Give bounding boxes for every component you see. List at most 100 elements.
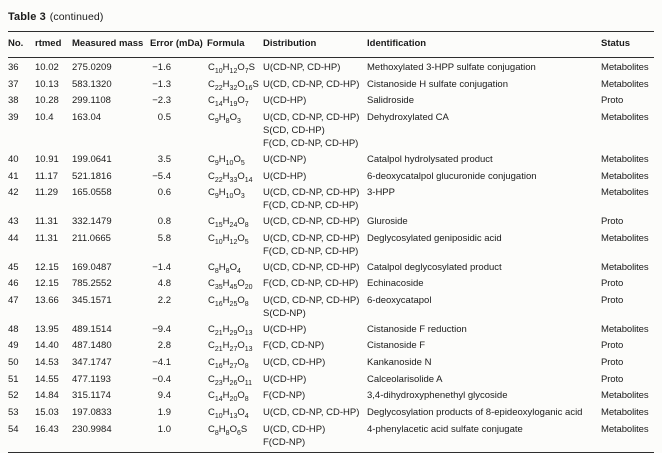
distribution-line: U(CD-NP, CD-HP) (263, 62, 341, 73)
cell-distribution: U(CD, CD-HP) F(CD-NP) (263, 423, 367, 449)
table-row: 41 11.17 521.1816 −5.4 C22H33O14 U(CD-HP… (8, 170, 654, 187)
cell-rtmed: 14.40 (35, 340, 59, 352)
table-row: 42 11.29 165.0558 0.6 C9H10O3 U(CD, CD-N… (8, 186, 654, 215)
cell-measured-mass: 583.1320 (72, 78, 112, 90)
cell-measured-mass: 230.9984 (72, 423, 112, 435)
cell-distribution: U(CD, CD-NP, CD-HP) (263, 215, 367, 228)
cell-no: 40 (8, 153, 19, 165)
cell-no: 47 (8, 294, 19, 306)
cell-error: −0.4 (152, 373, 171, 385)
cell-no: 50 (8, 357, 19, 369)
cell-status: Metabolites (601, 323, 649, 335)
distribution-line: F(CD, CD-NP, CD-HP) (263, 245, 359, 257)
cell-rtmed: 10.4 (35, 112, 54, 124)
cell-measured-mass: 163.04 (72, 112, 102, 124)
cell-formula: C16H25O8 (208, 294, 249, 308)
cell-distribution: U(CD-NP) (263, 153, 367, 166)
table-row: 51 14.55 477.1193 −0.4 C23H26O11 U(CD-HP… (8, 373, 654, 390)
cell-formula: C22H32O16S (208, 78, 259, 92)
col-header-formula: Formula (207, 38, 245, 49)
cell-identification: Calceolarisolide A (367, 373, 443, 385)
cell-status: Proto (601, 95, 624, 107)
distribution-line: S(CD-NP) (263, 307, 306, 319)
distribution-line: F(CD, CD-NP, CD-HP) (263, 278, 359, 290)
cell-distribution: F(CD-NP) (263, 389, 367, 402)
cell-measured-mass: 169.0487 (72, 261, 112, 273)
table-row: 48 13.95 489.1514 −9.4 C21H29O13 U(CD-HP… (8, 323, 654, 340)
cell-measured-mass: 275.0209 (72, 62, 112, 73)
cell-no: 44 (8, 232, 19, 244)
cell-formula: C8H8O4 (208, 261, 241, 275)
cell-measured-mass: 487.1480 (72, 340, 112, 352)
cell-error: −2.3 (152, 95, 171, 107)
cell-measured-mass: 315.1174 (72, 390, 111, 402)
cell-distribution: F(CD, CD-NP, CD-HP) (263, 277, 367, 290)
col-header-distribution: Distribution (263, 38, 317, 49)
cell-no: 54 (8, 423, 19, 435)
cell-identification: Cistanoside F reduction (367, 323, 467, 335)
cell-formula: C35H45O20 (208, 278, 253, 292)
cell-distribution: U(CD, CD-NP, CD-HP) (263, 78, 367, 91)
table-row: 44 11.31 211.0665 5.8 C10H12O5 U(CD, CD-… (8, 232, 654, 261)
distribution-line: U(CD, CD-NP, CD-HP) (263, 216, 360, 228)
distribution-line: U(CD, CD-NP, CD-HP) (263, 232, 360, 244)
cell-status: Metabolites (601, 390, 649, 402)
distribution-line: U(CD, CD-NP, CD-HP) (263, 187, 360, 199)
cell-measured-mass: 197.0833 (72, 407, 112, 419)
distribution-line: U(CD, CD-NP, CD-HP) (263, 294, 360, 306)
cell-distribution: U(CD-HP) (263, 373, 367, 386)
distribution-line: U(CD, CD-NP, CD-HP) (263, 261, 360, 273)
cell-status: Metabolites (601, 187, 649, 199)
distribution-line: F(CD, CD-NP, CD-HP) (263, 138, 359, 150)
cell-distribution: U(CD, CD-NP, CD-HP) (263, 406, 367, 419)
table-title-note: (continued) (49, 11, 104, 23)
cell-formula: C10H12O5 (208, 232, 249, 246)
cell-error: 9.4 (157, 390, 171, 402)
cell-status: Proto (601, 278, 624, 290)
distribution-line: U(CD-HP) (263, 373, 307, 385)
cell-measured-mass: 347.1747 (72, 357, 112, 369)
cell-error: 3.5 (157, 153, 171, 165)
cell-measured-mass: 299.1108 (72, 95, 111, 107)
cell-error: 5.8 (157, 232, 171, 244)
cell-error: −1.6 (152, 62, 171, 73)
cell-no: 52 (8, 390, 19, 402)
cell-rtmed: 14.53 (35, 357, 59, 369)
cell-status: Proto (601, 373, 624, 385)
cell-rtmed: 14.55 (35, 373, 59, 385)
cell-formula: C8H8O6S (208, 423, 248, 437)
cell-distribution: U(CD, CD-NP, CD-HP) F(CD, CD-NP, CD-HP) (263, 232, 367, 258)
cell-rtmed: 12.15 (35, 261, 59, 273)
cell-error: 0.8 (157, 216, 171, 228)
cell-rtmed: 10.13 (35, 78, 59, 90)
header-rule (8, 57, 654, 58)
cell-measured-mass: 477.1193 (72, 373, 111, 385)
table-row: 46 12.15 785.2552 4.8 C35H45O20 F(CD, CD… (8, 277, 654, 294)
cell-error: −1.4 (152, 261, 171, 273)
cell-rtmed: 11.31 (35, 216, 59, 228)
cell-formula: C21H27O13 (208, 340, 253, 354)
cell-rtmed: 13.66 (35, 294, 59, 306)
cell-identification: Gluroside (367, 216, 408, 228)
cell-error: 1.0 (157, 423, 171, 435)
cell-identification: Dehydroxylated CA (367, 112, 449, 124)
table-row: 37 10.13 583.1320 −1.3 C22H32O16S U(CD, … (8, 78, 654, 95)
distribution-line: U(CD-HP) (263, 95, 307, 107)
cell-identification: 6-deoxycatapol (367, 294, 432, 306)
cell-error: 1.9 (157, 407, 171, 419)
distribution-line: U(CD-HP) (263, 323, 307, 335)
col-header-no: No. (8, 38, 24, 49)
top-rule (8, 31, 654, 32)
cell-error: 2.8 (157, 340, 171, 352)
cell-distribution: U(CD, CD-NP, CD-HP) S(CD-NP) (263, 294, 367, 320)
cell-distribution: U(CD, CD-NP, CD-HP) (263, 261, 367, 274)
cell-rtmed: 11.31 (35, 232, 59, 244)
cell-rtmed: 11.17 (35, 170, 59, 182)
cell-formula: C15H24O8 (208, 216, 249, 229)
distribution-line: U(CD, CD-NP, CD-HP) (263, 78, 360, 90)
cell-no: 42 (8, 187, 19, 199)
cell-status: Proto (601, 294, 624, 306)
cell-no: 43 (8, 216, 19, 228)
cell-rtmed: 10.28 (35, 95, 59, 107)
cell-distribution: U(CD, CD-HP) (263, 356, 367, 369)
